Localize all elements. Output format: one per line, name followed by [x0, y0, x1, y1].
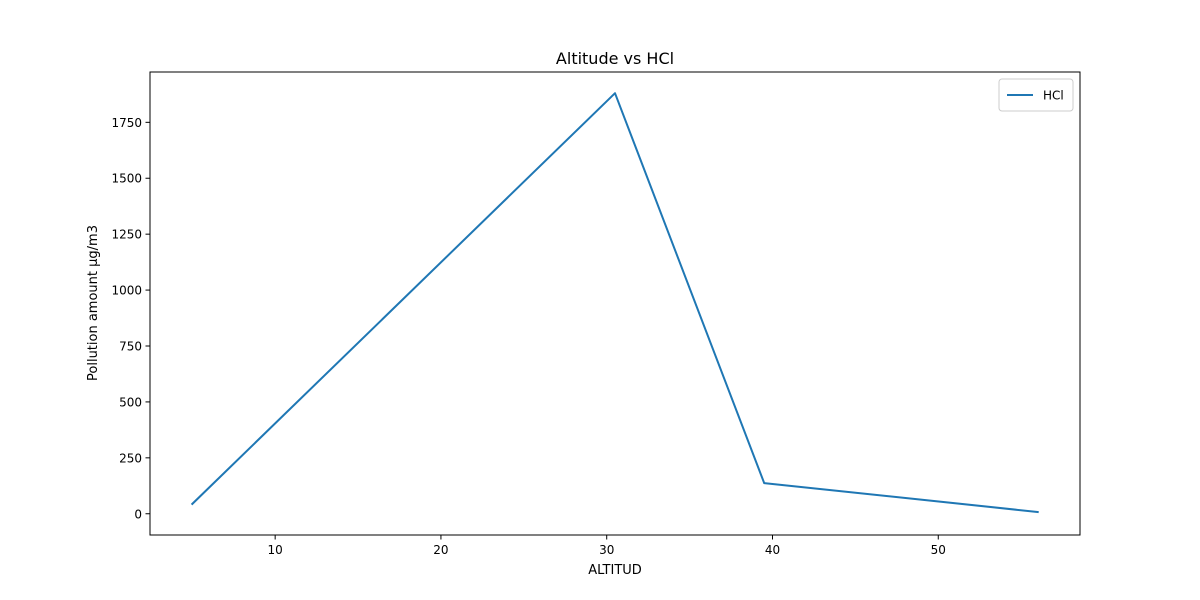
legend-box — [998, 78, 1074, 112]
x-tick-label: 10 — [268, 543, 283, 557]
plot-frame — [149, 71, 1081, 536]
y-tick-label: 0 — [134, 507, 142, 521]
y-axis-label: Pollution amount µg/m3 — [86, 225, 101, 381]
chart-title: Altitude vs HCl — [556, 49, 674, 68]
y-tick-label: 500 — [119, 395, 142, 409]
x-axis-label: ALTITUD — [588, 563, 642, 578]
x-tick-label: 40 — [765, 543, 780, 557]
series-line-0 — [190, 92, 1039, 514]
y-tick-label: 250 — [119, 451, 142, 465]
x-tick-label: 50 — [931, 543, 946, 557]
y-tick-label: 1250 — [111, 228, 142, 242]
y-tick-label: 1000 — [111, 284, 142, 298]
x-tick-label: 30 — [599, 543, 614, 557]
legend-label-0: HCl — [1043, 89, 1064, 103]
y-tick-label: 750 — [119, 339, 142, 353]
y-tick-label: 1500 — [111, 172, 142, 186]
x-tick-label: 20 — [433, 543, 448, 557]
y-tick-label: 1750 — [111, 116, 142, 130]
